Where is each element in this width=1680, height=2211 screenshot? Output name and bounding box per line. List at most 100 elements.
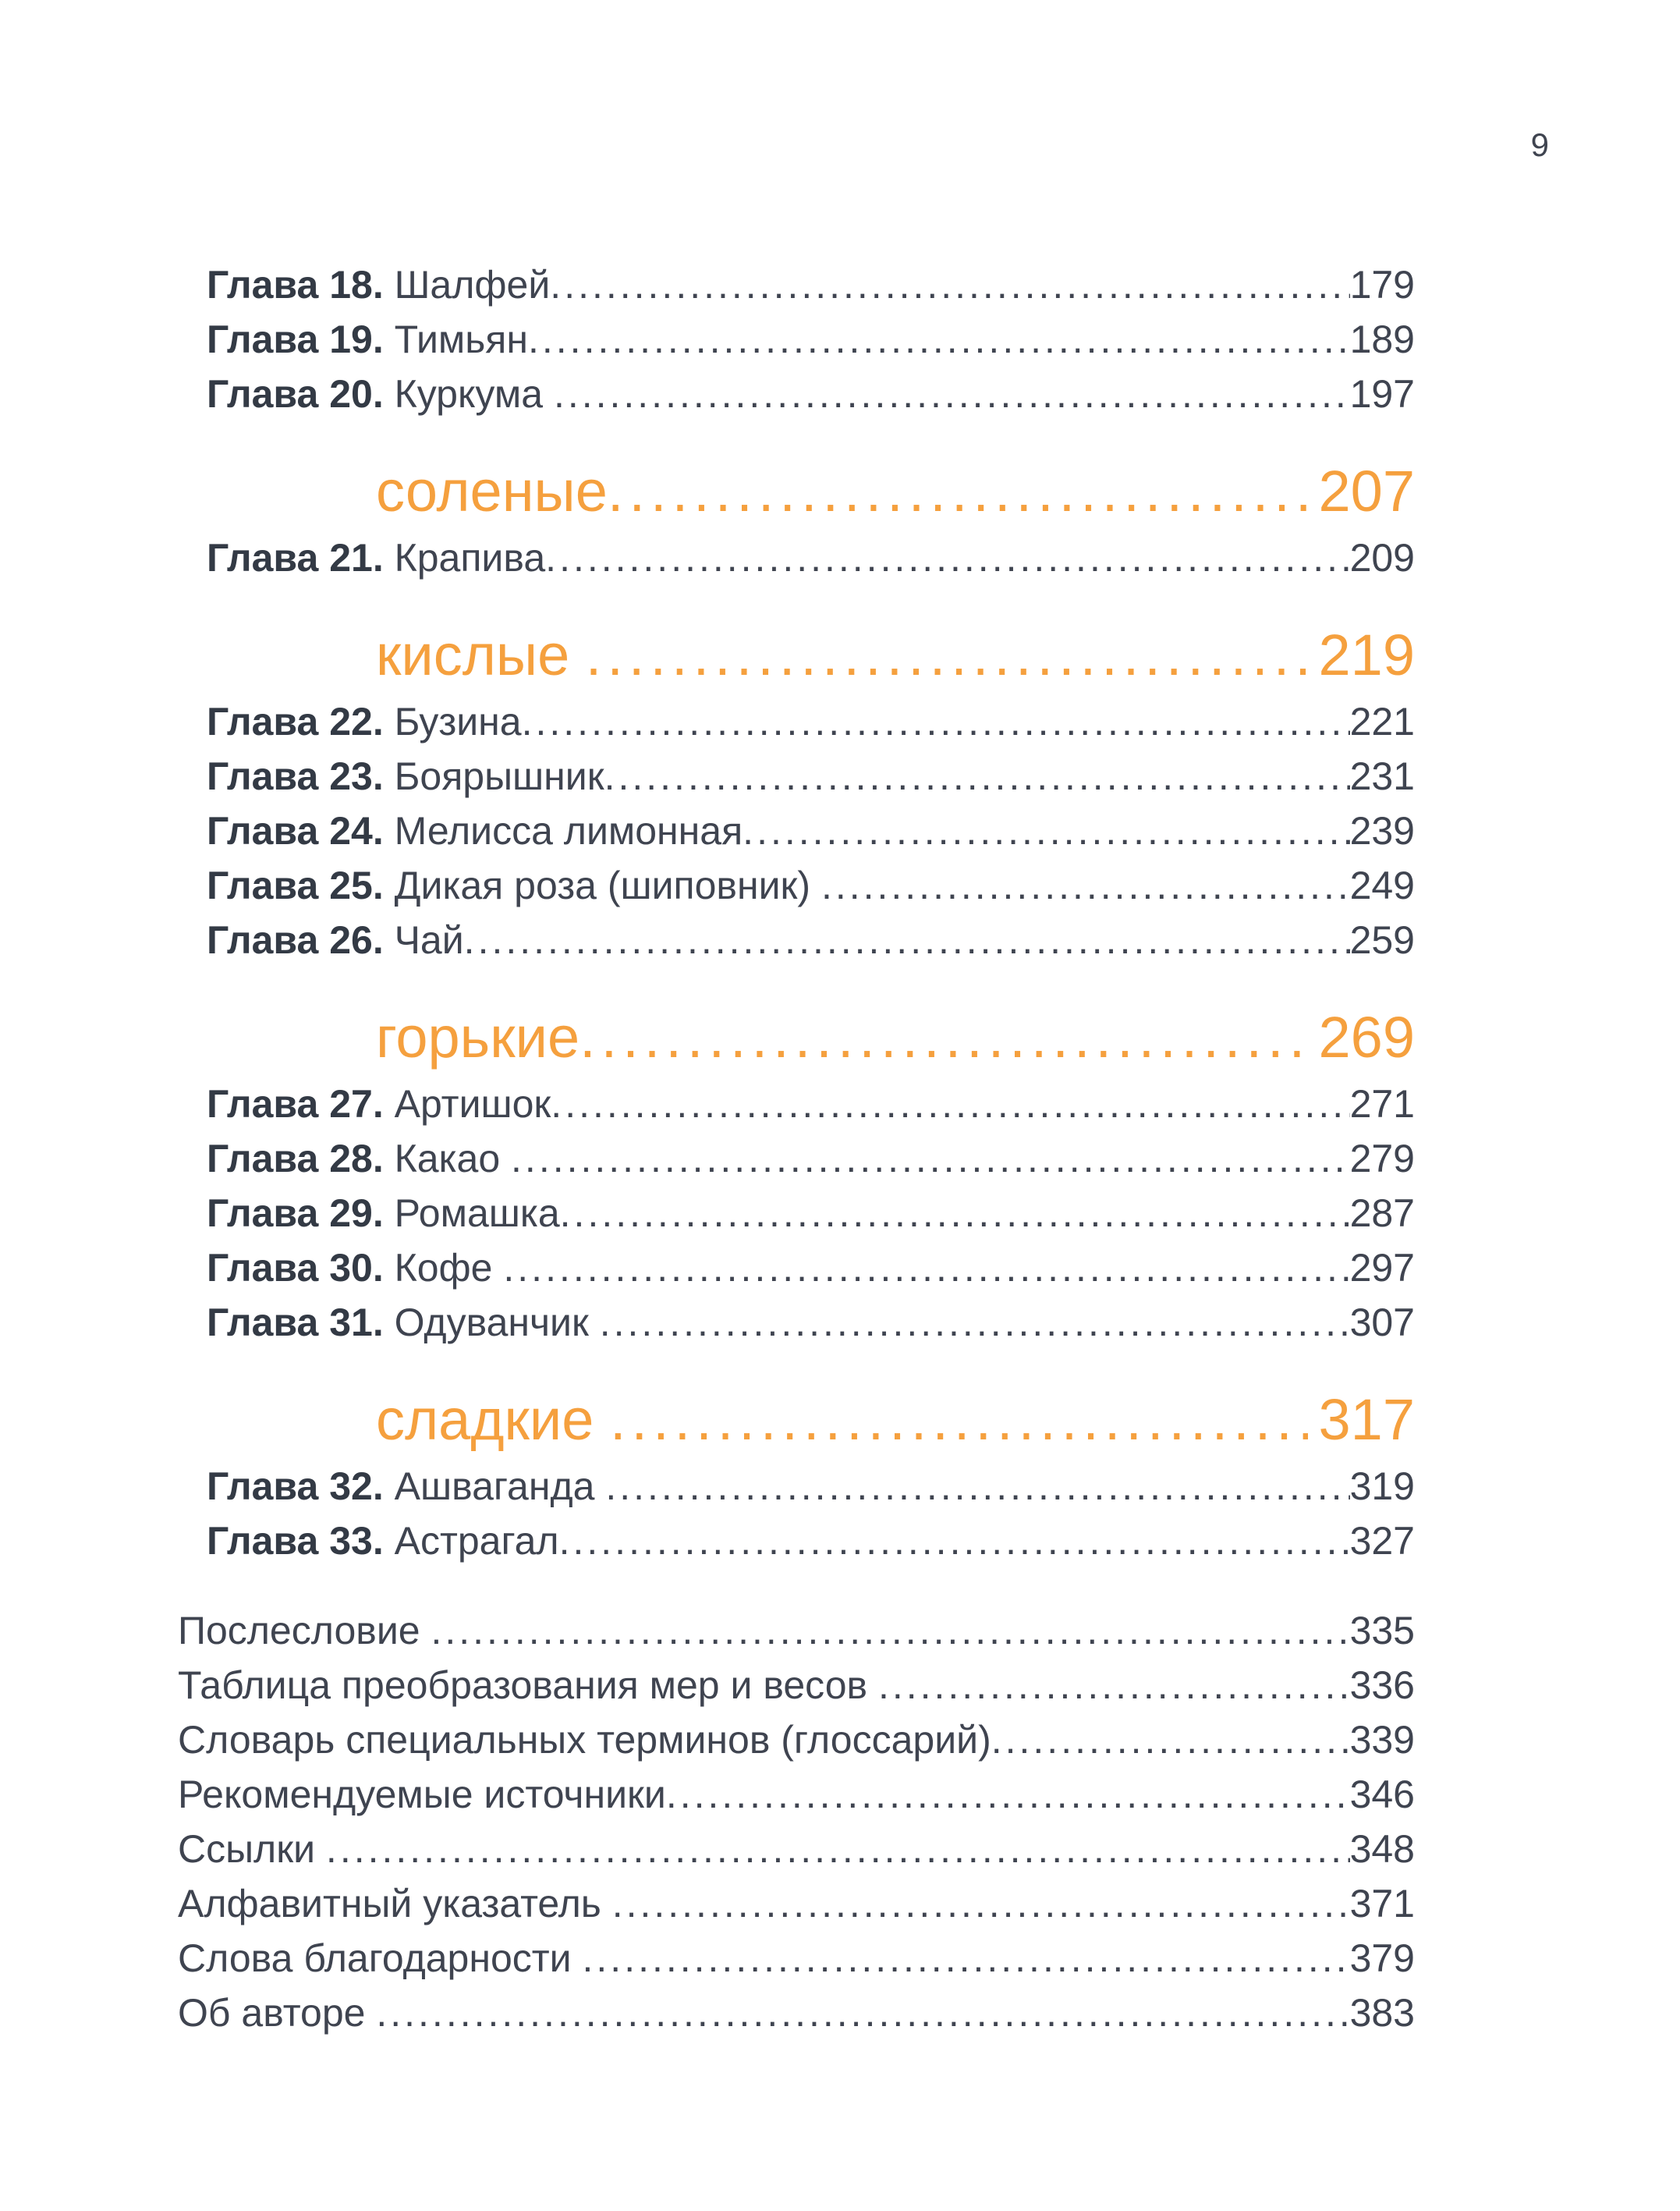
section-page-number: 219 (1318, 623, 1415, 687)
chapter-page-number: 279 (1349, 1137, 1415, 1180)
chapter-label: Глава 24. (207, 809, 395, 853)
back-matter-title: Таблица преобразования мер и весов (178, 1663, 878, 1707)
back-matter-row: Алфавитный указатель 371 (178, 1876, 1415, 1931)
chapter-page-number: 249 (1349, 864, 1415, 907)
toc-chapter-row: Глава 26. Чай 259 (207, 913, 1415, 967)
dot-leader (554, 367, 1350, 421)
toc-chapter-row: Глава 24. Мелисса лимонная 239 (207, 804, 1415, 858)
back-matter-page-number: 335 (1349, 1609, 1415, 1652)
chapter-page-number: 319 (1349, 1464, 1415, 1508)
back-matter-row: Об авторе 383 (178, 1986, 1415, 2040)
dot-leader (503, 1240, 1349, 1295)
chapter-list: Глава 21. Крапива 209 (178, 531, 1415, 585)
back-matter-title: Алфавитный указатель (178, 1882, 612, 1925)
section-page-number: 207 (1318, 459, 1415, 523)
dot-leader (376, 1986, 1349, 2040)
chapter-title: Ашваганда (394, 1464, 606, 1508)
chapter-title: Бузина (394, 700, 522, 744)
dot-leader (878, 1658, 1350, 1712)
toc-chapter-row: Глава 20. Куркума 197 (207, 367, 1415, 421)
dot-leader (586, 616, 1308, 694)
chapter-label: Глава 29. (207, 1191, 395, 1235)
chapter-title: Артишок (394, 1082, 551, 1126)
back-matter-page-number: 348 (1349, 1827, 1415, 1871)
toc-chapter-row: Глава 21. Крапива 209 (207, 531, 1415, 585)
chapter-page-number: 271 (1349, 1082, 1415, 1126)
toc-chapter-row: Глава 23. Боярышник 231 (207, 749, 1415, 804)
section-heading: сладкие (376, 1387, 610, 1452)
chapter-label: Глава 33. (207, 1519, 395, 1563)
toc-chapter-row: Глава 29. Ромашка 287 (207, 1186, 1415, 1240)
chapter-title: Шалфей (394, 263, 551, 307)
toc-chapter-row: Глава 28. Какао 279 (207, 1131, 1415, 1186)
chapter-label: Глава 19. (207, 318, 395, 361)
chapter-list: Глава 27. Артишок 271 Глава 28. Какао 27… (178, 1077, 1415, 1350)
dot-leader (560, 1186, 1350, 1240)
chapter-label: Глава 26. (207, 918, 395, 962)
toc-chapter-row: Глава 33. Астрагал 327 (207, 1514, 1415, 1568)
chapter-title: Тимьян (394, 318, 528, 361)
dot-leader (551, 1077, 1349, 1131)
chapter-page-number: 179 (1349, 263, 1415, 307)
chapter-label: Глава 31. (207, 1301, 395, 1344)
chapter-label: Глава 27. (207, 1082, 395, 1126)
section-heading-row: соленые 207 (376, 452, 1415, 531)
chapter-title: Какао (394, 1137, 512, 1180)
back-matter-page-number: 371 (1349, 1882, 1415, 1925)
back-matter-title: Послесловие (178, 1609, 431, 1652)
section-heading: кислые (376, 623, 586, 687)
chapter-page-number: 297 (1349, 1246, 1415, 1290)
chapter-label: Глава 20. (207, 372, 395, 416)
section-page-number: 269 (1318, 1005, 1415, 1070)
toc-chapter-row: Глава 32. Ашваганда 319 (207, 1459, 1415, 1514)
dot-leader (743, 804, 1349, 858)
chapter-page-number: 209 (1349, 536, 1415, 580)
dot-leader (326, 1822, 1350, 1876)
toc-chapter-row: Глава 22. Бузина 221 (207, 694, 1415, 749)
back-matter-row: Рекомендуемые источники 346 (178, 1767, 1415, 1822)
back-matter-page-number: 379 (1349, 1936, 1415, 1980)
chapter-page-number: 221 (1349, 700, 1415, 744)
dot-leader (550, 257, 1349, 312)
toc-section: кислые 219 Глава 22. Бузина 221 (178, 616, 1415, 967)
chapter-page-number: 239 (1349, 809, 1415, 853)
chapter-title: Крапива (394, 536, 546, 580)
toc-section: соленые 207 Глава 21. Крапива 209 (178, 452, 1415, 585)
dot-leader (583, 1931, 1350, 1986)
toc-chapter-row: Глава 31. Одуванчик 307 (207, 1295, 1415, 1350)
back-matter-title: Слова благодарности (178, 1936, 583, 1980)
chapter-label: Глава 23. (207, 754, 395, 798)
chapter-label: Глава 30. (207, 1246, 395, 1290)
chapter-label: Глава 32. (207, 1464, 395, 1508)
dot-leader (511, 1131, 1350, 1186)
back-matter-title: Ссылки (178, 1827, 326, 1871)
back-matter-row: Слова благодарности 379 (178, 1931, 1415, 1986)
dot-leader (612, 1876, 1350, 1931)
back-matter-row: Словарь специальных терминов (глоссарий)… (178, 1712, 1415, 1767)
back-matter-page-number: 339 (1349, 1718, 1415, 1762)
back-matter-title: Словарь специальных терминов (глоссарий) (178, 1718, 991, 1762)
chapter-title: Мелисса лимонная (394, 809, 743, 853)
chapter-label: Глава 21. (207, 536, 395, 580)
section-heading-row: сладкие 317 (376, 1381, 1415, 1459)
dot-leader (600, 1295, 1350, 1350)
toc-chapter-row: Глава 30. Кофе 297 (207, 1240, 1415, 1295)
dot-leader (821, 858, 1350, 913)
chapter-title: Одуванчик (394, 1301, 600, 1344)
back-matter-row: Ссылки 348 (178, 1822, 1415, 1876)
chapter-list: Глава 32. Ашваганда 319 Глава 33. Астраг… (178, 1459, 1415, 1568)
chapter-page-number: 327 (1349, 1519, 1415, 1563)
dot-leader (522, 694, 1350, 749)
dot-leader (991, 1712, 1350, 1767)
dot-leader (528, 312, 1350, 367)
chapter-title: Астрагал (394, 1519, 559, 1563)
back-matter-row: Послесловие 335 (178, 1603, 1415, 1658)
chapter-title: Боярышник (394, 754, 604, 798)
top-chapter-list: Глава 18. Шалфей 179 Глава 19. Тимьян 18… (178, 257, 1415, 421)
section-heading: соленые (376, 459, 608, 523)
chapter-page-number: 197 (1349, 372, 1415, 416)
chapter-label: Глава 18. (207, 263, 395, 307)
dot-leader (605, 1459, 1349, 1514)
dot-leader (431, 1603, 1349, 1658)
